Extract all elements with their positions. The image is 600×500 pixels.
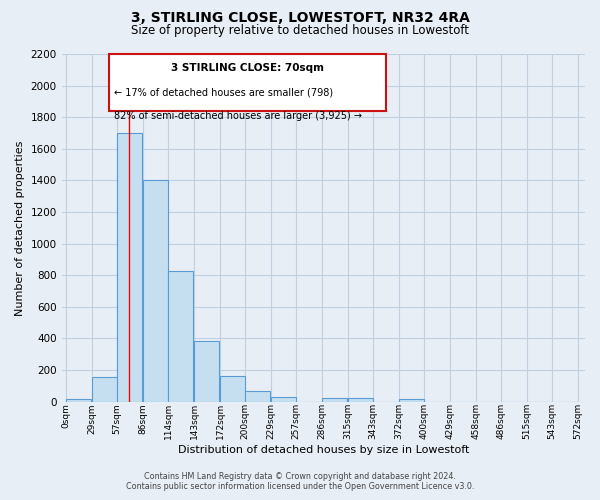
Text: Contains public sector information licensed under the Open Government Licence v3: Contains public sector information licen… [126,482,474,491]
Bar [271,397,296,402]
Bar [117,133,142,402]
Bar [245,392,270,402]
Text: Contains HM Land Registry data © Crown copyright and database right 2024.: Contains HM Land Registry data © Crown c… [144,472,456,481]
Bar [168,270,193,402]
Text: ← 17% of detached houses are smaller (798): ← 17% of detached houses are smaller (79… [114,87,333,97]
Bar [348,398,373,402]
Bar [143,180,168,402]
Bar [92,377,117,402]
Y-axis label: Number of detached properties: Number of detached properties [15,140,25,316]
Text: Size of property relative to detached houses in Lowestoft: Size of property relative to detached ho… [131,24,469,37]
Bar [194,341,219,402]
Bar [322,398,347,402]
FancyBboxPatch shape [109,54,386,112]
Text: 82% of semi-detached houses are larger (3,925) →: 82% of semi-detached houses are larger (… [114,112,362,122]
X-axis label: Distribution of detached houses by size in Lowestoft: Distribution of detached houses by size … [178,445,469,455]
Bar [399,400,424,402]
Bar [66,398,91,402]
Text: 3, STIRLING CLOSE, LOWESTOFT, NR32 4RA: 3, STIRLING CLOSE, LOWESTOFT, NR32 4RA [131,11,469,25]
Bar [220,376,245,402]
Text: 3 STIRLING CLOSE: 70sqm: 3 STIRLING CLOSE: 70sqm [171,62,324,72]
